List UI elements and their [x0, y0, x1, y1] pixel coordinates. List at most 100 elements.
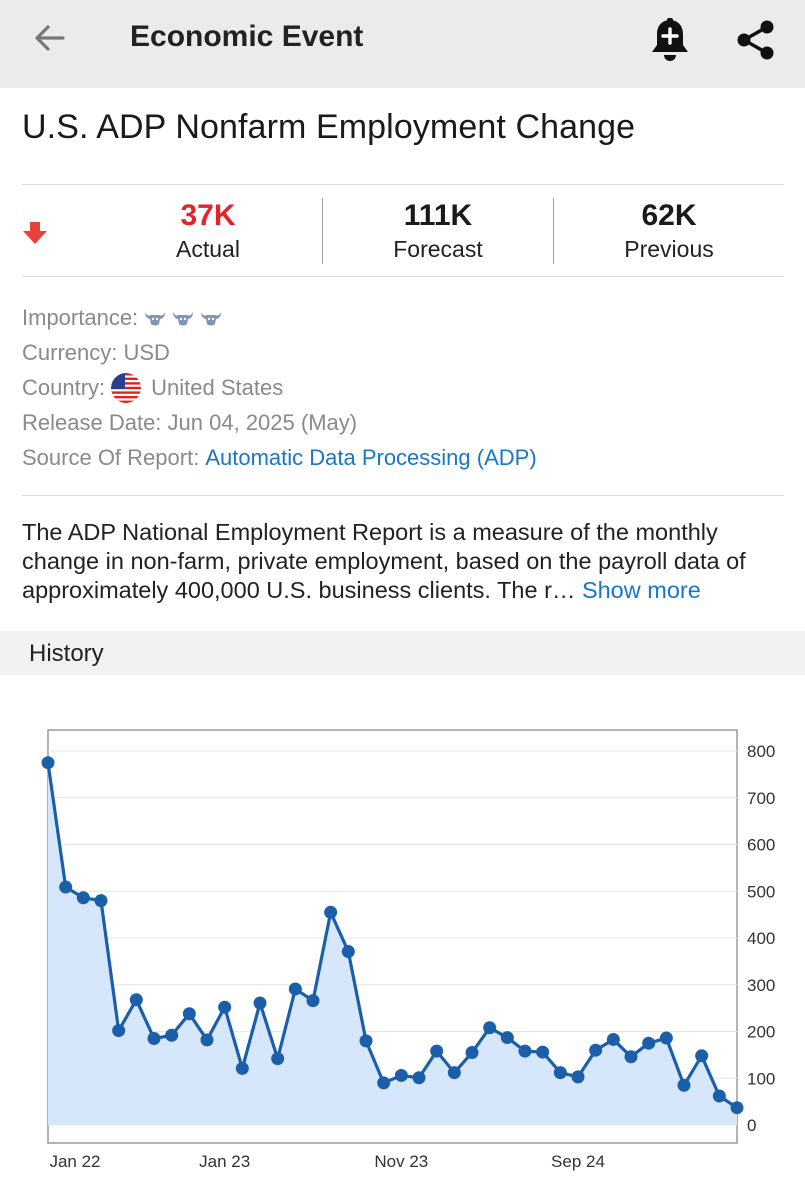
data-point[interactable] [112, 1024, 126, 1038]
data-point[interactable] [182, 1007, 196, 1021]
divider [22, 495, 784, 496]
bell-plus-icon [652, 18, 688, 61]
data-point[interactable] [359, 1034, 373, 1048]
arrow-left-icon [35, 25, 65, 51]
data-point[interactable] [589, 1043, 603, 1057]
actual-label: Actual [176, 236, 240, 262]
area-fill [48, 762, 737, 1125]
bull-icon [145, 311, 166, 325]
data-point[interactable] [76, 891, 90, 905]
forecast-stat: 111K Forecast [323, 198, 553, 264]
x-tick-label: Jan 23 [199, 1152, 250, 1171]
data-point[interactable] [659, 1031, 673, 1045]
data-point[interactable] [271, 1052, 285, 1066]
app-bar-title: Economic Event [130, 20, 364, 53]
data-point[interactable] [536, 1045, 550, 1059]
data-point[interactable] [412, 1071, 426, 1085]
data-point[interactable] [465, 1046, 479, 1060]
data-point[interactable] [624, 1050, 638, 1064]
data-point[interactable] [553, 1066, 567, 1080]
bull-icon [173, 311, 194, 325]
y-tick-label: 0 [747, 1116, 756, 1135]
release-date-label: Release Date: [22, 409, 162, 435]
data-point[interactable] [430, 1044, 444, 1058]
add-alert-button[interactable] [640, 10, 700, 70]
stat-separator [322, 198, 323, 264]
divider [22, 184, 784, 185]
arrow-down-icon [23, 222, 47, 244]
previous-label: Previous [624, 236, 714, 262]
y-tick-label: 500 [747, 882, 775, 901]
data-point[interactable] [500, 1031, 514, 1045]
previous-value: 62K [641, 199, 697, 232]
actual-value: 37K [180, 199, 236, 232]
data-point[interactable] [377, 1076, 391, 1090]
y-tick-label: 800 [747, 742, 775, 761]
divider [22, 276, 784, 277]
data-point[interactable] [324, 905, 338, 919]
data-point[interactable] [447, 1066, 461, 1080]
data-point[interactable] [695, 1049, 709, 1063]
data-point[interactable] [712, 1089, 726, 1103]
y-tick-label: 400 [747, 929, 775, 948]
y-tick-label: 600 [747, 836, 775, 855]
data-point[interactable] [41, 756, 55, 770]
data-point[interactable] [518, 1044, 532, 1058]
forecast-label: Forecast [393, 236, 483, 262]
back-button[interactable] [22, 14, 78, 62]
importance-rating [144, 309, 222, 327]
country-label: Country: [22, 374, 106, 400]
data-point[interactable] [341, 945, 355, 959]
country-row: Country: United States [22, 370, 537, 405]
release-date-row: Release Date: Jun 04, 2025 (May) [22, 405, 537, 440]
forecast-value: 111K [403, 199, 473, 232]
data-point[interactable] [571, 1070, 585, 1084]
description-text: The ADP National Employment Report is a … [22, 519, 746, 603]
release-date-value: Jun 04, 2025 (May) [167, 409, 358, 435]
show-more-link[interactable]: Show more [581, 577, 701, 603]
x-tick-label: Jan 22 [49, 1152, 100, 1171]
event-stats: 37K Actual 111K Forecast 62K Previous [22, 186, 784, 276]
data-point[interactable] [200, 1033, 214, 1047]
data-point[interactable] [94, 894, 108, 908]
data-point[interactable] [129, 993, 143, 1007]
data-point[interactable] [235, 1061, 249, 1075]
history-section-header: History [0, 631, 805, 675]
currency-value: USD [123, 339, 170, 365]
event-description: The ADP National Employment Report is a … [22, 518, 782, 605]
bull-icon [201, 311, 222, 325]
data-point[interactable] [606, 1032, 620, 1046]
importance-row: Importance: [22, 300, 537, 335]
data-point[interactable] [730, 1101, 744, 1115]
source-row: Source Of Report: Automatic Data Process… [22, 440, 537, 475]
actual-stat: 37K Actual [93, 198, 323, 264]
history-chart[interactable]: 0 100 200 300 400 500 600 700 800 Jan 22 Jan 23 No… [0, 700, 805, 1180]
data-point[interactable] [677, 1078, 691, 1092]
source-link[interactable]: Automatic Data Processing (ADP) [205, 444, 537, 470]
y-tick-label: 200 [747, 1023, 775, 1042]
history-title: History [29, 640, 104, 667]
data-point[interactable] [59, 880, 73, 894]
data-point[interactable] [483, 1021, 497, 1035]
data-point[interactable] [218, 1000, 232, 1014]
share-button[interactable] [726, 10, 786, 70]
data-point[interactable] [394, 1068, 408, 1082]
previous-stat: 62K Previous [554, 198, 784, 264]
us-flag-icon [111, 372, 142, 403]
data-point[interactable] [147, 1032, 161, 1046]
importance-label: Importance: [22, 304, 139, 330]
data-point[interactable] [642, 1036, 656, 1050]
series-line [46, 762, 738, 1110]
data-point[interactable] [288, 982, 302, 996]
data-point[interactable] [253, 996, 267, 1010]
currency-label: Currency: [22, 339, 118, 365]
data-point[interactable] [165, 1028, 179, 1042]
x-tick-label: Sep 24 [551, 1152, 605, 1171]
share-icon [737, 20, 774, 60]
y-tick-label: 300 [747, 976, 775, 995]
event-title: U.S. ADP Nonfarm Employment Change [22, 108, 636, 146]
x-tick-label: Nov 23 [374, 1152, 428, 1171]
app-bar: Economic Event [0, 0, 805, 88]
y-tick-label: 700 [747, 789, 775, 808]
data-point[interactable] [306, 994, 320, 1008]
